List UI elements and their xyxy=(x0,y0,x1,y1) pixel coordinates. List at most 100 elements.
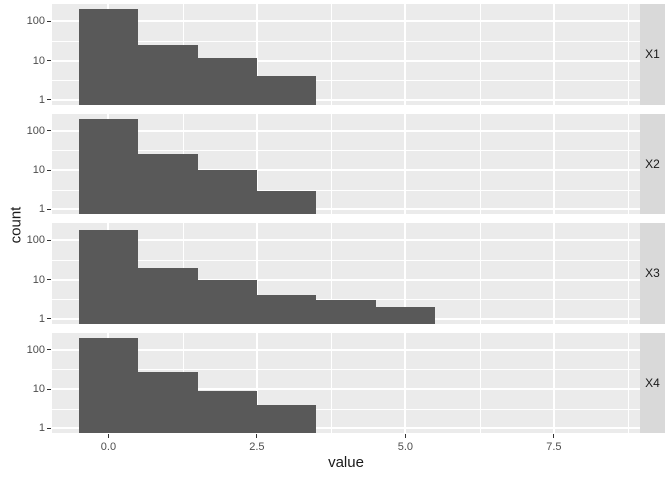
gridline-major-horizontal xyxy=(52,388,640,391)
gridline-major-vertical xyxy=(552,332,555,433)
histogram-bar xyxy=(375,307,436,324)
y-tick-label: 1 xyxy=(38,312,45,325)
gridline-minor-horizontal xyxy=(52,80,640,82)
facet-strip-label: X4 xyxy=(645,375,660,390)
gridline-major-vertical xyxy=(552,113,555,214)
gridline-minor-vertical xyxy=(331,332,333,433)
gridline-major-vertical xyxy=(255,4,258,105)
histogram-bar xyxy=(78,338,139,433)
x-tick-label: 2.5 xyxy=(249,441,265,453)
histogram-bar xyxy=(256,295,317,324)
histogram-bar xyxy=(197,279,257,324)
histogram-bar xyxy=(78,8,139,105)
histogram-bar xyxy=(138,153,198,214)
gridline-major-vertical xyxy=(404,332,407,433)
y-tick-mark xyxy=(47,208,51,210)
y-tick-mark xyxy=(47,318,51,320)
gridline-minor-horizontal xyxy=(52,369,640,371)
gridline-minor-vertical xyxy=(479,332,481,433)
x-tick-label: 7.5 xyxy=(546,441,562,453)
gridline-major-horizontal xyxy=(52,20,640,23)
histogram-bar xyxy=(256,404,317,433)
histogram-bar xyxy=(138,267,198,324)
gridline-major-vertical xyxy=(255,223,258,324)
y-tick-label: 100 xyxy=(26,234,45,247)
gridline-major-horizontal xyxy=(52,98,640,101)
y-tick-label: 100 xyxy=(26,343,45,356)
y-tick-label: 10 xyxy=(32,273,45,286)
x-tick-mark xyxy=(107,433,109,438)
facet-panel-X3 xyxy=(52,223,640,324)
y-tick-mark xyxy=(47,239,51,241)
gridline-major-vertical xyxy=(552,4,555,105)
y-tick-label: 10 xyxy=(32,54,45,67)
histogram-bar xyxy=(197,390,257,433)
gridline-major-horizontal xyxy=(52,59,640,62)
gridline-minor-horizontal xyxy=(52,189,640,191)
gridline-major-vertical xyxy=(255,113,258,214)
y-tick-mark xyxy=(47,388,51,390)
y-tick-label: 1 xyxy=(38,93,45,106)
facet-panel-X4 xyxy=(52,332,640,433)
facet-strip-label: X3 xyxy=(645,266,660,281)
gridline-minor-vertical xyxy=(331,223,333,324)
gridline-minor-vertical xyxy=(331,4,333,105)
gridline-minor-horizontal xyxy=(52,150,640,152)
gridline-minor-vertical xyxy=(628,113,630,214)
histogram-bar xyxy=(138,44,198,105)
histogram-bar xyxy=(78,229,139,324)
gridline-major-horizontal xyxy=(52,208,640,211)
x-tick-label: 5.0 xyxy=(397,441,414,453)
facet-strip-X2: X2 xyxy=(640,113,665,214)
y-tick-mark xyxy=(47,279,51,281)
gridline-major-vertical xyxy=(552,223,555,324)
y-tick-label: 100 xyxy=(26,15,45,28)
x-tick-mark xyxy=(404,433,406,438)
gridline-major-horizontal xyxy=(52,129,640,132)
histogram-bar xyxy=(138,371,198,433)
x-tick-mark xyxy=(553,433,555,438)
gridline-minor-vertical xyxy=(628,223,630,324)
histogram-bar xyxy=(78,118,139,214)
gridline-major-horizontal xyxy=(52,348,640,351)
gridline-major-horizontal xyxy=(52,278,640,281)
gridline-major-vertical xyxy=(255,332,258,433)
x-tick-label: 0.0 xyxy=(100,441,117,453)
y-tick-label: 10 xyxy=(32,383,45,396)
gridline-minor-horizontal xyxy=(52,259,640,261)
gridline-minor-vertical xyxy=(628,4,630,105)
histogram-bar xyxy=(256,190,317,214)
y-tick-mark xyxy=(47,99,51,101)
facet-panel-X2 xyxy=(52,113,640,214)
facet-strip-X4: X4 xyxy=(640,332,665,433)
y-tick-mark xyxy=(47,20,51,22)
y-tick-mark xyxy=(47,427,51,429)
y-tick-label: 100 xyxy=(26,124,45,137)
y-tick-mark xyxy=(47,60,51,62)
y-tick-label: 1 xyxy=(38,422,45,435)
y-tick-label: 10 xyxy=(32,164,45,177)
facet-strip-label: X2 xyxy=(645,156,660,171)
facet-strip-X1: X1 xyxy=(640,4,665,105)
facet-strip-label: X1 xyxy=(645,47,660,62)
gridline-minor-vertical xyxy=(628,332,630,433)
histogram-bar xyxy=(316,300,376,324)
x-tick-mark xyxy=(256,433,258,438)
histogram-bar xyxy=(197,57,257,105)
x-axis-title: value xyxy=(328,454,364,471)
y-tick-mark xyxy=(47,349,51,351)
gridline-minor-vertical xyxy=(479,4,481,105)
gridline-major-vertical xyxy=(404,223,407,324)
histogram-bar xyxy=(197,170,257,214)
gridline-minor-vertical xyxy=(479,223,481,324)
gridline-major-vertical xyxy=(404,4,407,105)
y-tick-label: 1 xyxy=(38,203,45,216)
gridline-minor-horizontal xyxy=(52,40,640,42)
gridline-minor-horizontal xyxy=(52,408,640,410)
gridline-major-horizontal xyxy=(52,239,640,242)
gridline-minor-horizontal xyxy=(52,299,640,301)
gridline-minor-vertical xyxy=(331,113,333,214)
histogram-bar xyxy=(256,76,317,105)
y-tick-mark xyxy=(47,169,51,171)
